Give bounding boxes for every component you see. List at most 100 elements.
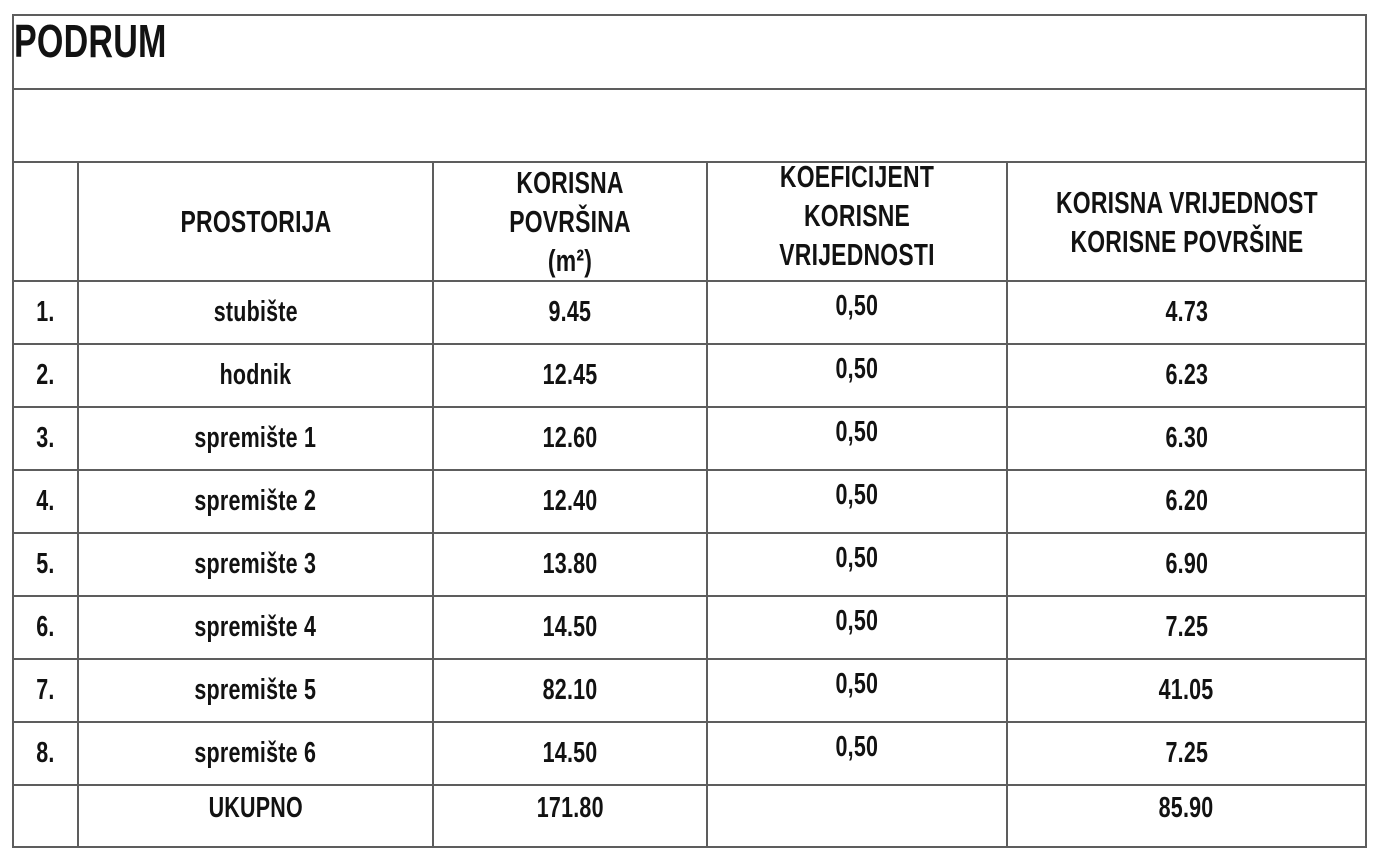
table-row: 6. spremište 4 14.50 0,50 7.25 xyxy=(12,595,1368,661)
header-row: PROSTORIJA KORISNA POVRŠINA (m²) KOEFICI… xyxy=(12,160,1368,283)
coefficient-cell: 0,50 xyxy=(706,721,1008,787)
room-name-cell: spremište 6 xyxy=(77,721,434,787)
row-number-cell: 8. xyxy=(12,721,79,787)
coefficient-value: 0,50 xyxy=(835,730,879,763)
useful-value-cell: 6.23 xyxy=(1005,343,1368,409)
coefficient-value: 0,50 xyxy=(835,478,879,511)
header-koeficijent: KOEFICIJENT KORISNE VRIJEDNOSTI xyxy=(706,160,1008,283)
room-name: spremište 2 xyxy=(194,484,317,517)
useful-value: 7.25 xyxy=(1165,610,1208,643)
useful-value-cell: 6.90 xyxy=(1005,532,1368,598)
header-num xyxy=(12,160,79,283)
useful-value: 7.25 xyxy=(1165,736,1208,769)
coefficient-value: 0,50 xyxy=(835,667,879,700)
coefficient-value: 0,50 xyxy=(835,604,879,637)
room-name-cell: spremište 1 xyxy=(77,406,434,472)
coefficient-value: 0,50 xyxy=(835,289,879,322)
coefficient-cell: 0,50 xyxy=(706,469,1008,535)
header-korisna-vrijednost-label: KORISNA VRIJEDNOST KORISNE POVRŠINE xyxy=(1055,184,1318,259)
useful-value-cell: 6.20 xyxy=(1005,469,1368,535)
room-name: spremište 3 xyxy=(194,547,317,580)
row-number-cell: 2. xyxy=(12,343,79,409)
table-title-cell: PODRUM xyxy=(11,14,1368,90)
room-name: spremište 5 xyxy=(194,673,317,706)
row-number-cell: 4. xyxy=(12,469,79,535)
useful-value: 41.05 xyxy=(1159,673,1214,706)
total-coefficient-cell xyxy=(706,784,1008,849)
row-number: 4. xyxy=(36,484,55,517)
area-cell: 14.50 xyxy=(432,595,708,661)
room-name: spremište 4 xyxy=(194,610,317,643)
spacer-cell xyxy=(11,88,1368,163)
row-number: 6. xyxy=(36,610,55,643)
row-number-cell: 6. xyxy=(12,595,79,661)
area-cell: 12.40 xyxy=(432,469,708,535)
table-row: 2. hodnik 12.45 0,50 6.23 xyxy=(12,343,1368,409)
useful-value-cell: 7.25 xyxy=(1005,721,1368,787)
useful-value-cell: 41.05 xyxy=(1005,658,1368,724)
room-name-cell: spremište 3 xyxy=(77,532,434,598)
table-row: 5. spremište 3 13.80 0,50 6.90 xyxy=(12,532,1368,598)
table-row: 7. spremište 5 82.10 0,50 41.05 xyxy=(12,658,1368,724)
area-value: 82.10 xyxy=(542,673,598,706)
total-label: UKUPNO xyxy=(208,792,303,825)
total-area-cell: 171.80 xyxy=(432,784,708,849)
coefficient-value: 0,50 xyxy=(835,541,879,574)
header-prostorija: PROSTORIJA xyxy=(77,160,434,283)
table-row: 4. spremište 2 12.40 0,50 6.20 xyxy=(12,469,1368,535)
useful-value-cell: 4.73 xyxy=(1005,280,1368,346)
spacer-row xyxy=(11,88,1368,163)
useful-value: 6.30 xyxy=(1165,421,1208,454)
row-number: 7. xyxy=(36,673,55,706)
row-number-cell: 5. xyxy=(12,532,79,598)
area-value: 12.45 xyxy=(542,358,598,391)
table-row: 3. spremište 1 12.60 0,50 6.30 xyxy=(12,406,1368,472)
podrum-area-table: PODRUM PROSTORIJA KORISNA POVRŠINA (m²) … xyxy=(11,14,1368,849)
title-row: PODRUM xyxy=(11,14,1368,90)
header-koeficijent-label: KOEFICIJENT KORISNE VRIJEDNOSTI xyxy=(779,162,935,273)
row-number-cell: 3. xyxy=(12,406,79,472)
area-value: 9.45 xyxy=(548,295,592,328)
total-label-cell: UKUPNO xyxy=(77,784,434,849)
table-row: 8. spremište 6 14.50 0,50 7.25 xyxy=(12,721,1368,787)
area-value: 14.50 xyxy=(542,610,598,643)
header-korisna-povrsina: KORISNA POVRŠINA (m²) xyxy=(432,160,708,283)
header-prostorija-label: PROSTORIJA xyxy=(180,204,331,240)
useful-value: 4.73 xyxy=(1165,295,1208,328)
row-number-cell: 7. xyxy=(12,658,79,724)
table-row: 1. stubište 9.45 0,50 4.73 xyxy=(12,280,1368,346)
room-name-cell: spremište 4 xyxy=(77,595,434,661)
room-name-cell: spremište 2 xyxy=(77,469,434,535)
total-area-value: 171.80 xyxy=(536,792,604,825)
room-name: stubište xyxy=(213,295,298,328)
room-name-cell: stubište xyxy=(77,280,434,346)
coefficient-value: 0,50 xyxy=(835,352,879,385)
area-cell: 14.50 xyxy=(432,721,708,787)
header-korisna-vrijednost: KORISNA VRIJEDNOST KORISNE POVRŠINE xyxy=(1005,160,1368,283)
coefficient-cell: 0,50 xyxy=(706,532,1008,598)
coefficient-cell: 0,50 xyxy=(706,658,1008,724)
area-cell: 13.80 xyxy=(432,532,708,598)
page-title: PODRUM xyxy=(14,15,167,67)
area-cell: 9.45 xyxy=(432,280,708,346)
room-name: hodnik xyxy=(219,358,292,391)
useful-value-cell: 7.25 xyxy=(1005,595,1368,661)
useful-value: 6.20 xyxy=(1165,484,1208,517)
coefficient-cell: 0,50 xyxy=(706,595,1008,661)
row-number: 2. xyxy=(36,358,55,391)
area-cell: 82.10 xyxy=(432,658,708,724)
header-korisna-povrsina-label: KORISNA POVRŠINA (m²) xyxy=(509,165,631,279)
coefficient-cell: 0,50 xyxy=(706,280,1008,346)
total-row: UKUPNO 171.80 85.90 xyxy=(12,784,1368,849)
room-name: spremište 6 xyxy=(194,736,317,769)
area-value: 14.50 xyxy=(542,736,598,769)
coefficient-cell: 0,50 xyxy=(706,406,1008,472)
room-name-cell: spremište 5 xyxy=(77,658,434,724)
coefficient-cell: 0,50 xyxy=(706,343,1008,409)
useful-value: 6.23 xyxy=(1165,358,1208,391)
coefficient-value: 0,50 xyxy=(835,415,879,448)
useful-value-cell: 6.30 xyxy=(1005,406,1368,472)
area-cell: 12.45 xyxy=(432,343,708,409)
useful-value: 6.90 xyxy=(1165,547,1208,580)
